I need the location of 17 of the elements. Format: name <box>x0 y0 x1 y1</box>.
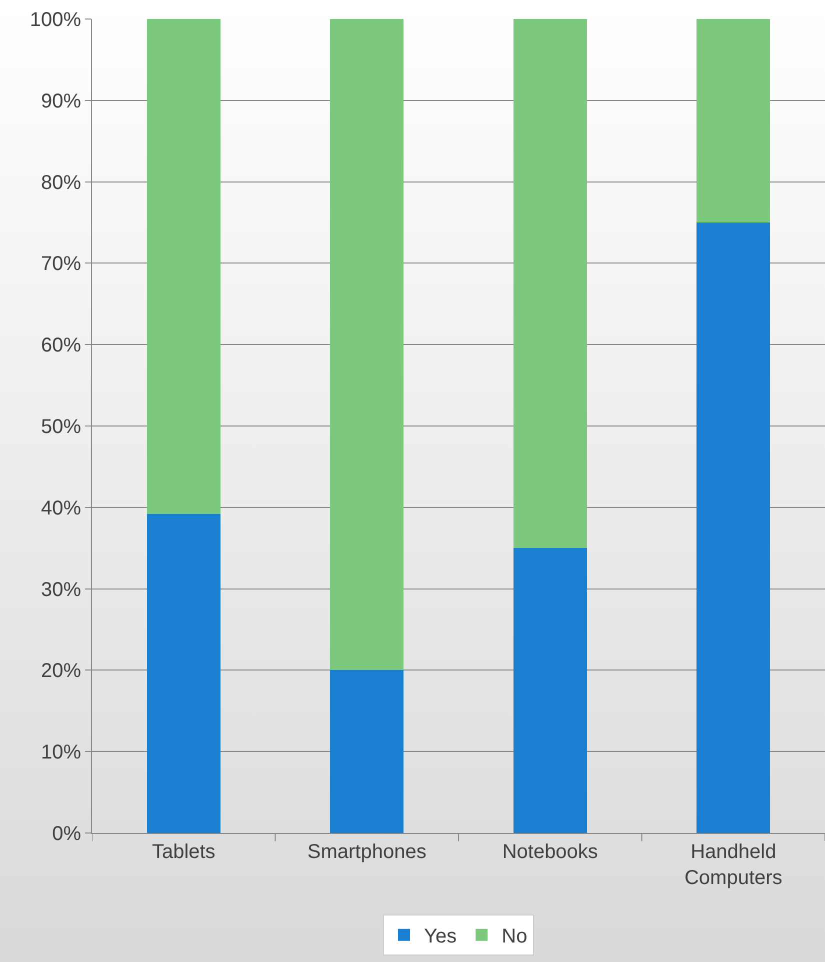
legend-label: Yes <box>424 926 457 948</box>
y-tick-label: 0% <box>52 823 82 845</box>
y-tick-label: 70% <box>40 253 82 276</box>
y-tick-label: 100% <box>30 9 82 31</box>
y-tick-label: 40% <box>40 497 82 520</box>
x-tick-label: Smartphones <box>307 841 426 863</box>
y-tick-label: 90% <box>40 90 82 112</box>
y-tick-label: 10% <box>40 742 82 764</box>
y-tick-label: 20% <box>40 660 82 682</box>
x-tick-label: Handheld Computers <box>684 841 782 889</box>
y-tick-label: 30% <box>40 578 82 601</box>
legend-label: No <box>502 926 528 948</box>
y-tick-label: 50% <box>40 416 82 438</box>
y-tick-label: 80% <box>40 172 82 194</box>
y-tick-label: 60% <box>40 334 82 357</box>
x-tick-label: Notebooks <box>502 841 598 863</box>
x-tick-label: Tablets <box>152 841 216 863</box>
